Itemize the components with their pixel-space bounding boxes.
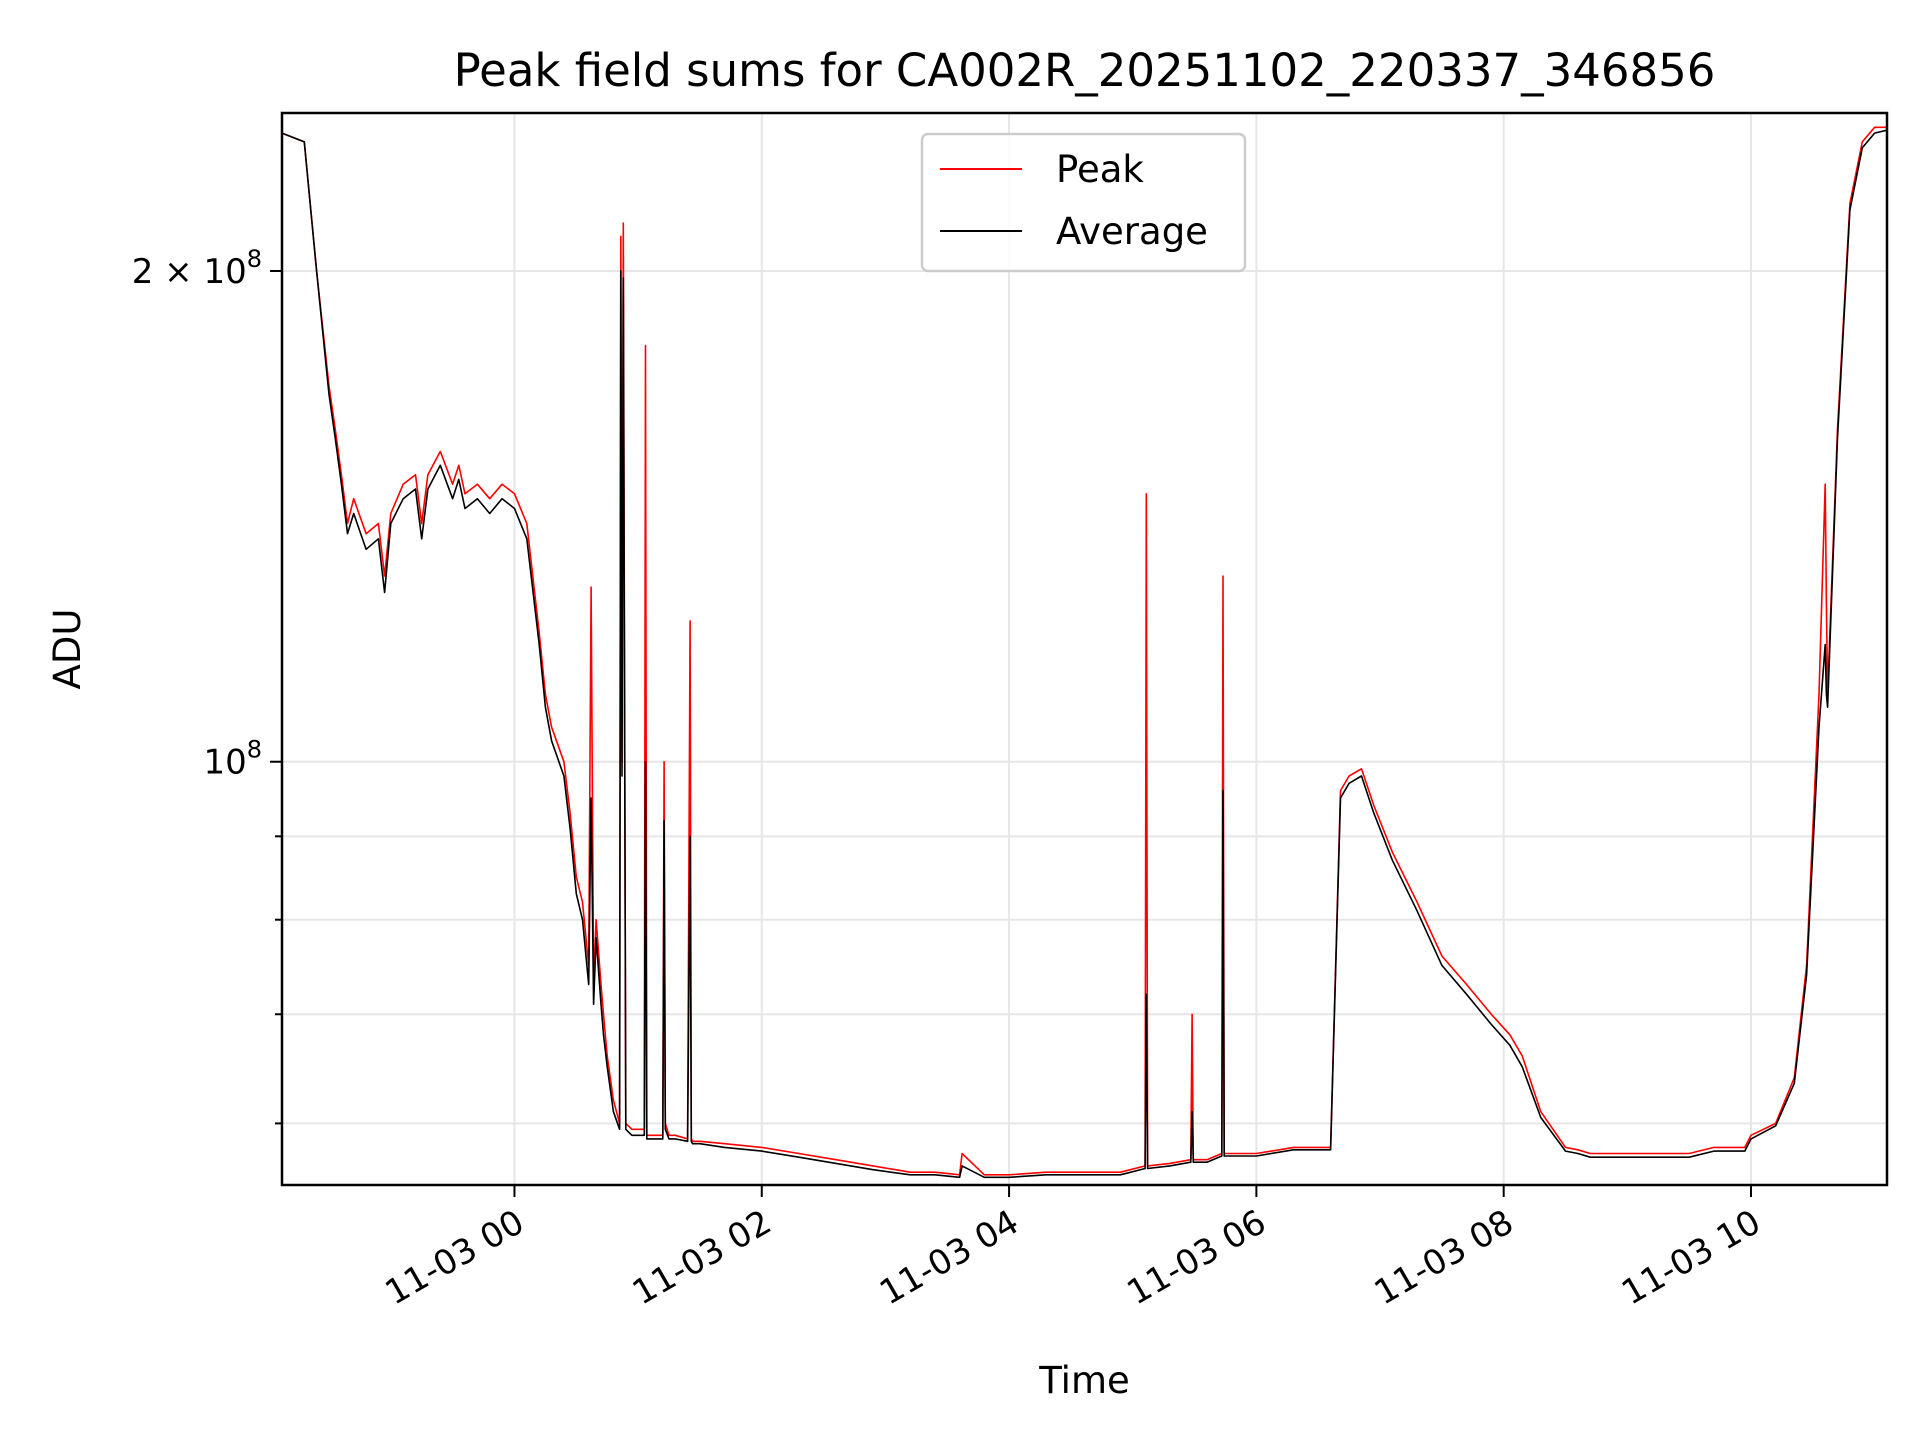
legend-label-peak: Peak (1056, 148, 1144, 191)
series-layer (282, 126, 1887, 1179)
legend: Peak Average (920, 132, 1247, 273)
series-line-peak (282, 126, 1887, 1176)
chart-title: Peak field sums for CA002R_20251102_2203… (454, 44, 1716, 97)
legend-label-average: Average (1056, 210, 1208, 253)
y-tick-label: 2 × 108 (132, 245, 262, 292)
y-axis-label: ADU (46, 609, 89, 690)
grid-layer (282, 113, 1887, 1185)
series-line-average (282, 129, 1887, 1179)
x-axis-label: Time (1038, 1359, 1130, 1402)
plot-frame (280, 111, 1889, 1187)
y-tick-label: 108 (203, 736, 262, 783)
